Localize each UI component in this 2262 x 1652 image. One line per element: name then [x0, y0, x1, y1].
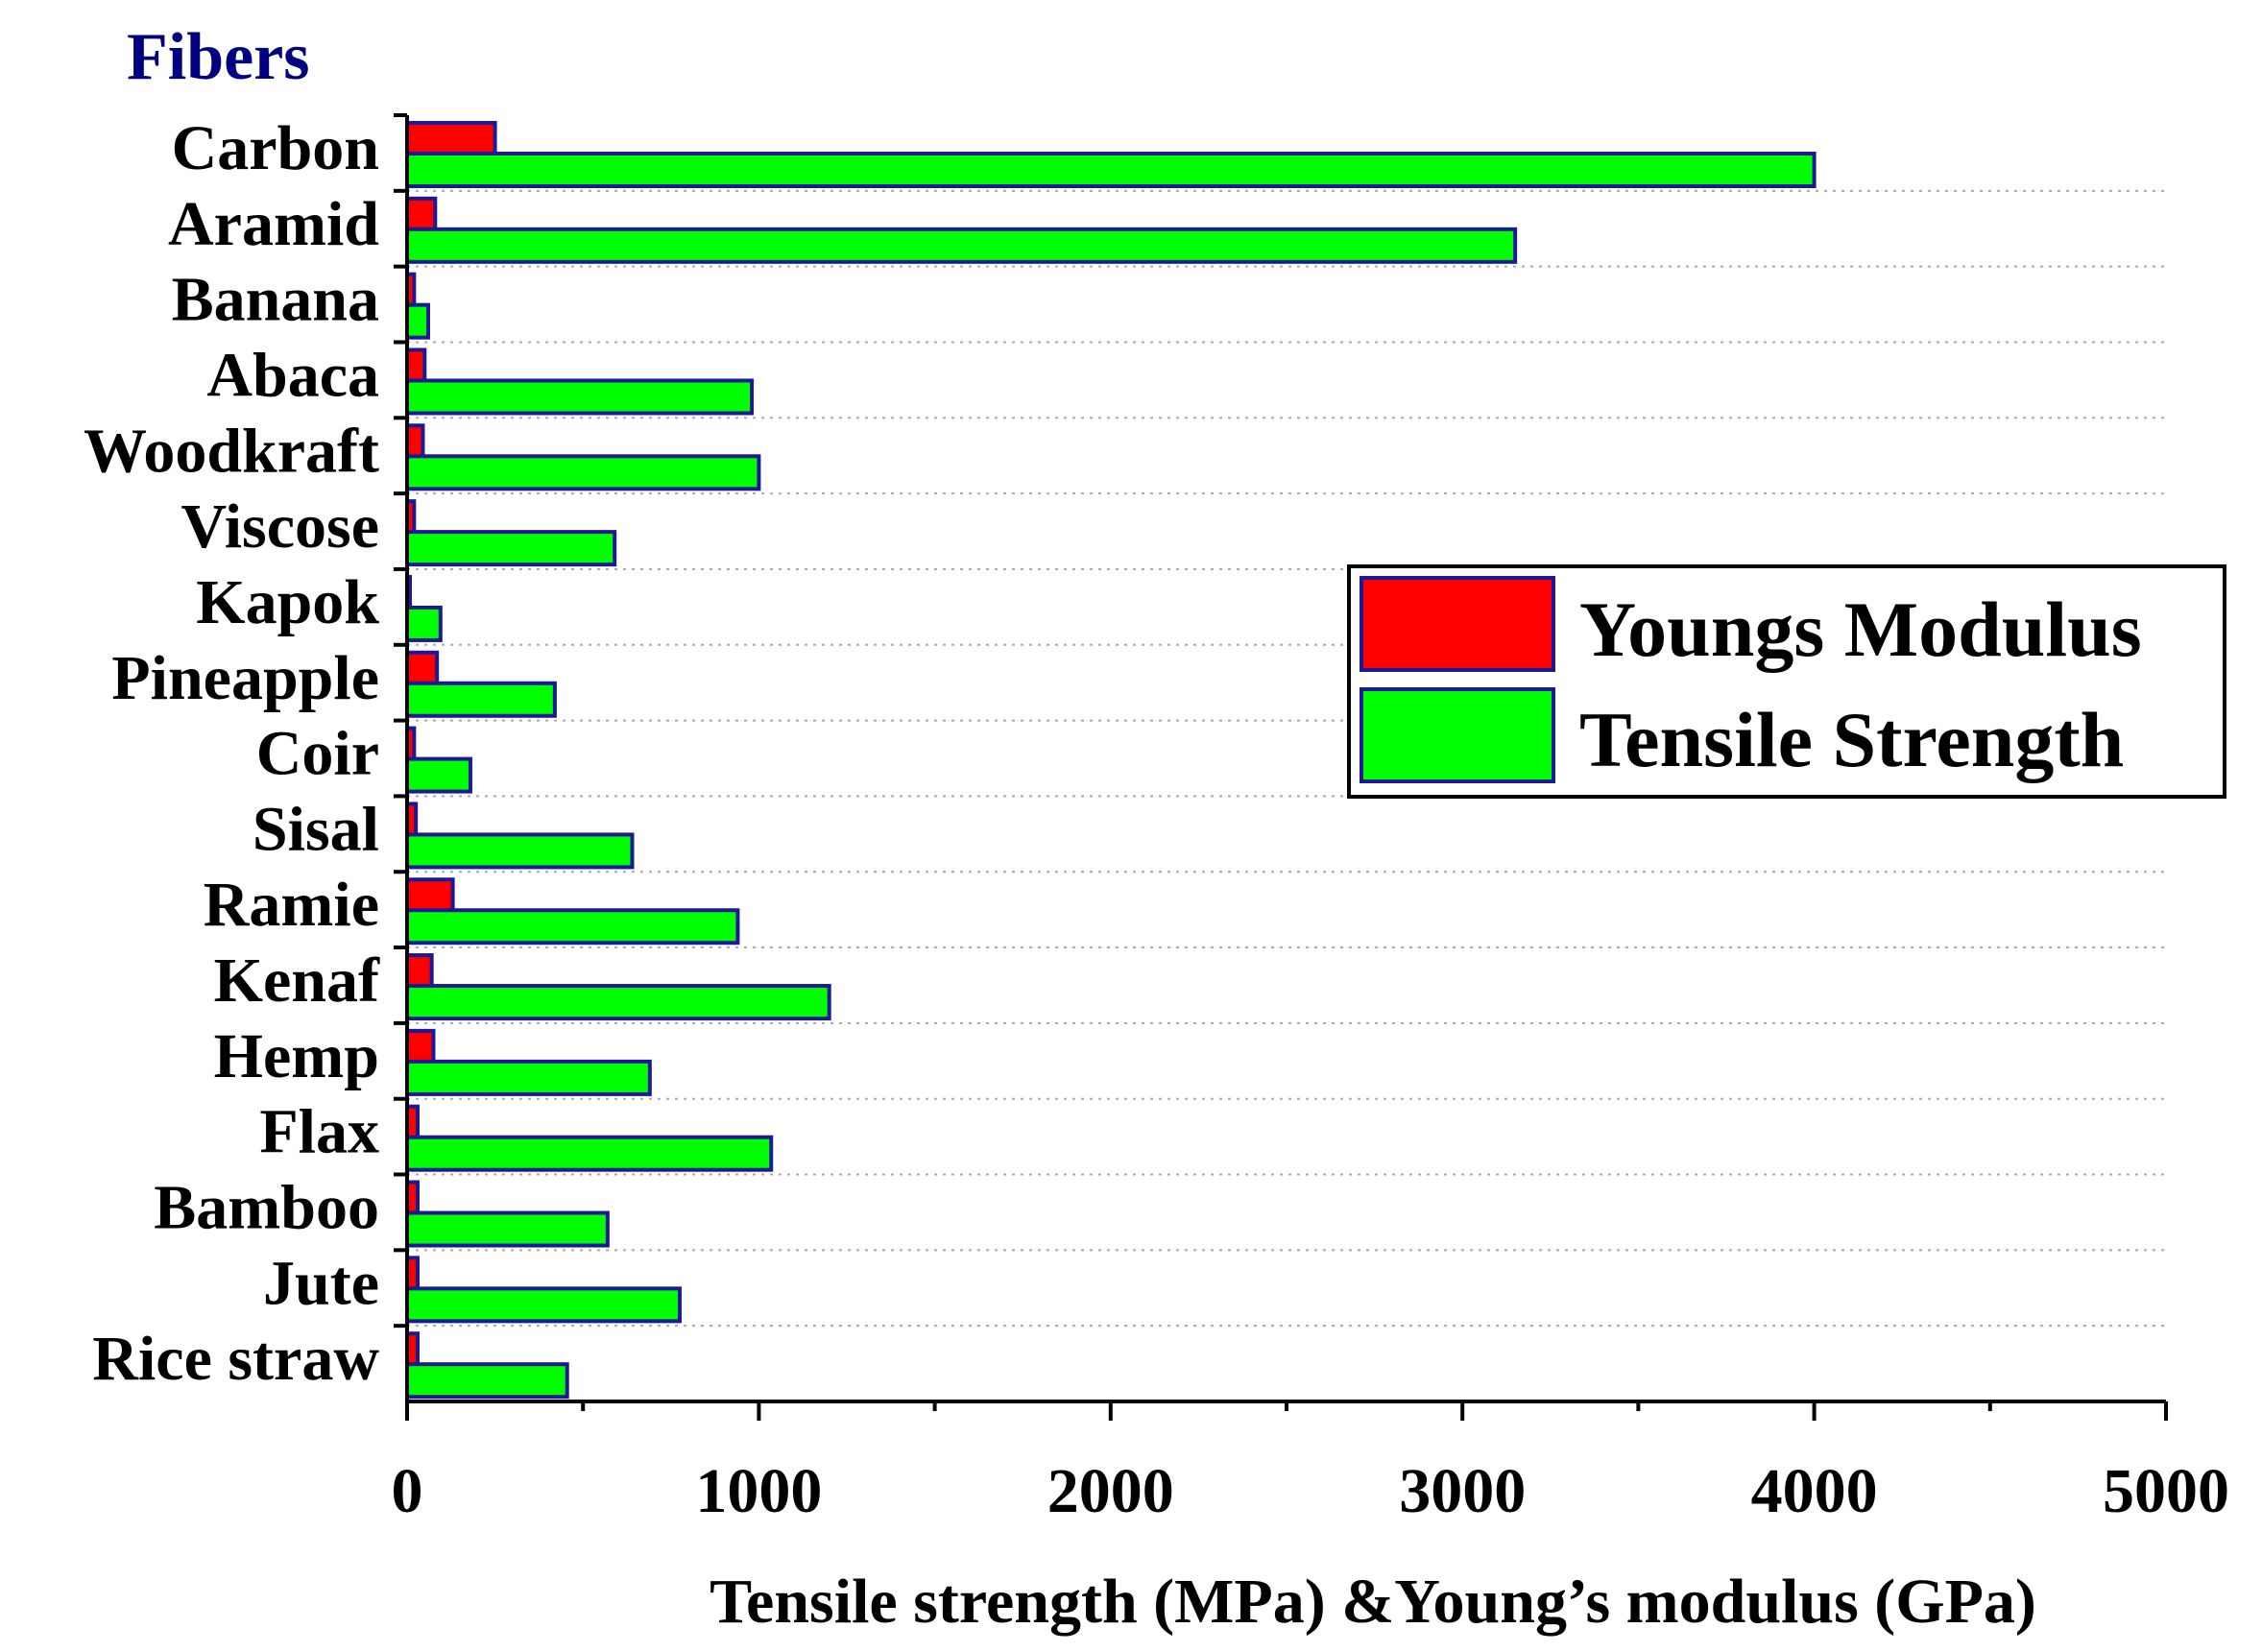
category-label-ramie: Ramie: [204, 870, 379, 940]
category-label-jute: Jute: [263, 1248, 379, 1318]
x-tick-label-2000: 2000: [1047, 1456, 1174, 1526]
x-tick-label-4000: 4000: [1751, 1456, 1878, 1526]
bar-group: [405, 121, 1817, 1400]
bar-tensile-strength-banana: [405, 302, 430, 340]
category-label-kenaf: Kenaf: [214, 946, 380, 1016]
bar-tensile-strength-viscose: [405, 530, 617, 567]
bar-youngs-modulus-woodkraft: [405, 423, 425, 461]
category-label-pineapple: Pineapple: [111, 643, 379, 713]
bar-tensile-strength-woodkraft: [405, 454, 761, 491]
x-axis-title: Tensile strength (MPa) &Young’s modulus …: [710, 1567, 2036, 1637]
category-label-aramid: Aramid: [168, 189, 379, 259]
category-label-flax: Flax: [259, 1097, 379, 1167]
bar-tensile-strength-sisal: [405, 832, 635, 870]
bar-youngs-modulus-carbon: [405, 121, 497, 157]
bar-tensile-strength-kapok: [405, 605, 443, 642]
category-label-sisal: Sisal: [253, 794, 379, 864]
bar-tensile-strength-coir: [405, 756, 472, 794]
bar-tensile-strength-ramie: [405, 908, 740, 946]
bar-tensile-strength-abaca: [405, 378, 755, 416]
x-tick-labels: 0 1000 2000 3000 4000 5000: [392, 1456, 2230, 1526]
legend-label-tensile-strength: Tensile Strength: [1579, 696, 2124, 783]
legend-swatch-youngs-modulus: [1360, 576, 1555, 672]
legend: Youngs Modulus Tensile Strength: [1347, 564, 2226, 799]
category-label-viscose: Viscose: [180, 491, 379, 562]
bar-youngs-modulus-abaca: [405, 347, 427, 385]
category-label-banana: Banana: [172, 265, 379, 335]
bar-tensile-strength-pineapple: [405, 681, 557, 718]
category-label-coir: Coir: [256, 719, 379, 789]
bar-tensile-strength-jute: [405, 1286, 682, 1324]
bar-tensile-strength-flax: [405, 1135, 774, 1172]
bar-youngs-modulus-kenaf: [405, 953, 434, 991]
bar-youngs-modulus-hemp: [405, 1028, 436, 1065]
y-axis-title: Fibers: [127, 20, 310, 94]
legend-label-youngs-modulus: Youngs Modulus: [1579, 586, 2142, 673]
category-label-hemp: Hemp: [214, 1021, 379, 1091]
x-tick-label-1000: 1000: [695, 1456, 822, 1526]
category-label-woodkraft: Woodkraft: [84, 416, 379, 486]
bar-youngs-modulus-ramie: [405, 877, 455, 915]
legend-swatch-tensile-strength: [1360, 687, 1555, 783]
category-label-rice-straw: Rice straw: [92, 1324, 379, 1394]
x-tick-label-3000: 3000: [1399, 1456, 1526, 1526]
bar-tensile-strength-kenaf: [405, 984, 831, 1021]
bar-youngs-modulus-aramid: [405, 196, 438, 233]
axes: [394, 113, 2168, 1421]
category-label-carbon: Carbon: [172, 113, 379, 183]
x-tick-label-0: 0: [392, 1456, 423, 1526]
category-label-bamboo: Bamboo: [154, 1173, 379, 1243]
bar-tensile-strength-aramid: [405, 227, 1518, 264]
bar-tensile-strength-carbon: [405, 152, 1817, 188]
bar-tensile-strength-bamboo: [405, 1210, 610, 1248]
category-label-kapok: Kapok: [196, 567, 379, 637]
bar-youngs-modulus-pineapple: [405, 650, 440, 687]
bar-tensile-strength-rice-straw: [405, 1362, 569, 1400]
category-label-abaca: Abaca: [206, 340, 379, 410]
category-labels: CarbonAramidBananaAbacaWoodkraftViscoseK…: [84, 113, 380, 1394]
x-tick-label-5000: 5000: [2103, 1456, 2229, 1526]
bar-tensile-strength-hemp: [405, 1059, 652, 1096]
